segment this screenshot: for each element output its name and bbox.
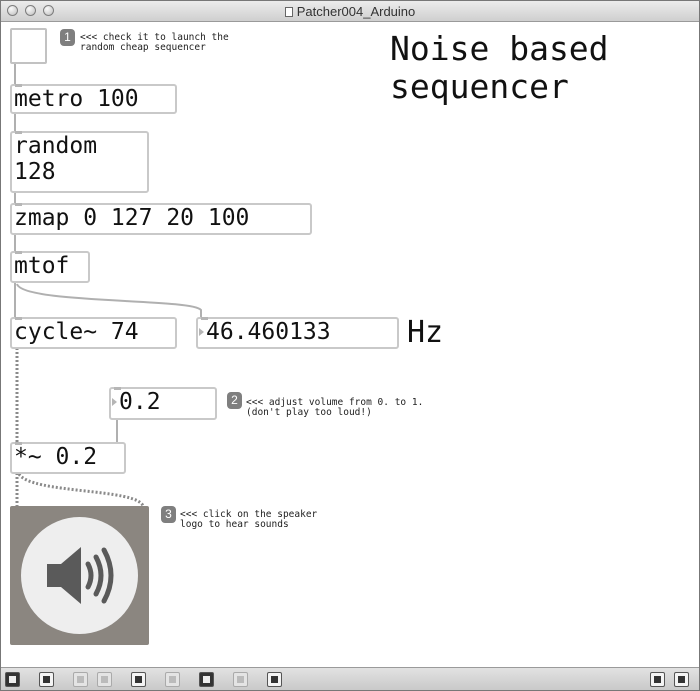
- minimize-window-button[interactable]: [25, 5, 36, 16]
- comment-speaker: <<< click on the speaker logo to hear so…: [180, 509, 318, 530]
- presentation-icon[interactable]: [39, 672, 54, 687]
- presentation-view-icon[interactable]: [674, 672, 689, 687]
- new-object-icon[interactable]: [73, 672, 88, 687]
- metro-object[interactable]: metro 100: [10, 84, 177, 114]
- hz-label: Hz: [407, 315, 444, 350]
- cycle-object[interactable]: cycle~ 74: [10, 317, 177, 349]
- cord-mtof-number[interactable]: [16, 283, 202, 319]
- comment-badge-1: 1: [60, 29, 75, 46]
- comment-volume: <<< adjust volume from 0. to 1. (don't p…: [246, 397, 424, 418]
- patcher-canvas[interactable]: 1 <<< check it to launch the random chea…: [1, 22, 699, 667]
- zmap-object[interactable]: zmap 0 127 20 100: [10, 203, 312, 235]
- close-window-button[interactable]: [7, 5, 18, 16]
- ezdac-speaker-button[interactable]: [10, 506, 149, 645]
- frequency-number-box[interactable]: 46.460133: [196, 317, 399, 349]
- number-arrow-icon: [112, 398, 117, 406]
- zoom-window-button[interactable]: [43, 5, 54, 16]
- signal-cord-right[interactable]: [17, 472, 145, 507]
- multiply-signal-object[interactable]: *~ 0.2: [10, 442, 126, 474]
- info-icon[interactable]: [165, 672, 180, 687]
- mtof-object[interactable]: mtof: [10, 251, 90, 283]
- document-icon: [284, 7, 293, 17]
- comment-toggle: <<< check it to launch the random cheap …: [80, 32, 229, 53]
- window-title: Patcher004_Arduino: [296, 4, 416, 19]
- debug-icon[interactable]: [267, 672, 282, 687]
- new-message-icon[interactable]: [97, 672, 112, 687]
- inspector-icon[interactable]: [131, 672, 146, 687]
- volume-number-box[interactable]: 0.2: [109, 387, 217, 420]
- bottom-toolbar: [1, 667, 699, 690]
- grid-icon[interactable]: [233, 672, 248, 687]
- speaker-icon: [47, 547, 114, 604]
- lock-icon[interactable]: [5, 672, 20, 687]
- comment-badge-3: 3: [161, 506, 176, 523]
- number-arrow-icon: [199, 328, 204, 336]
- clue-icon[interactable]: [199, 672, 214, 687]
- random-object[interactable]: random 128: [10, 131, 149, 193]
- sequencer-toggle[interactable]: [10, 28, 47, 64]
- patch-heading: Noise based sequencer: [390, 29, 609, 106]
- patch-cords: [14, 64, 202, 507]
- title-bar: Patcher004_Arduino: [1, 1, 699, 22]
- comment-badge-2: 2: [227, 392, 242, 409]
- patcher-view-icon[interactable]: [650, 672, 665, 687]
